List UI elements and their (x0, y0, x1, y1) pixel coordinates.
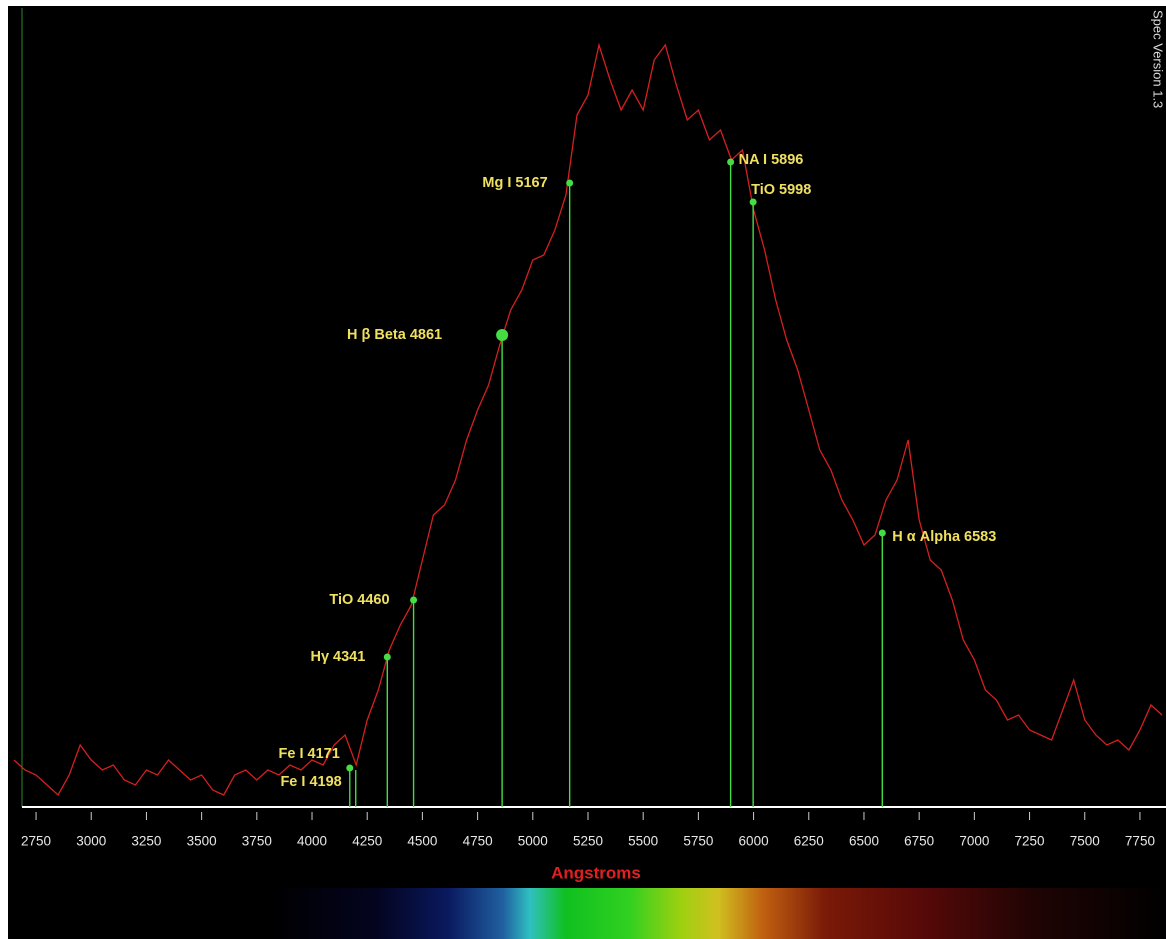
marker-dot (727, 159, 734, 166)
marker-dot (496, 329, 508, 341)
x-tick-label: 6750 (904, 834, 934, 849)
marker-dot (410, 597, 417, 604)
x-tick-label: 2750 (21, 834, 51, 849)
x-tick-label: 3500 (187, 834, 217, 849)
marker-label: NA I 5896 (739, 152, 804, 168)
marker-dot (750, 199, 757, 206)
x-tick-label: 6500 (849, 834, 879, 849)
background (8, 6, 1166, 939)
marker-dot (346, 765, 353, 772)
chart: Angstroms Spec Version 1.3 2750 3000 3250 3… (0, 0, 1166, 939)
page: {"chart_data": { "type": "line", "x_labe… (0, 0, 1166, 939)
x-tick-label: 4250 (352, 834, 382, 849)
marker-dot (384, 654, 391, 661)
x-tick-label: 3250 (131, 834, 161, 849)
x-tick-label: 7750 (1125, 834, 1155, 849)
x-tick-label: 7000 (959, 834, 989, 849)
x-tick-label: 5500 (628, 834, 658, 849)
x-tick-label: 6250 (794, 834, 824, 849)
x-tick-label: 7250 (1015, 834, 1045, 849)
marker-label: TiO 4460 (329, 592, 389, 608)
x-tick-label: 3000 (76, 834, 106, 849)
marker-label: Fe I 4171 (279, 746, 340, 762)
x-tick-label: 4000 (297, 834, 327, 849)
version-text: Spec Version 1.3 (1151, 10, 1166, 108)
x-tick-label: 5000 (518, 834, 548, 849)
marker-label: Mg I 5167 (482, 175, 547, 191)
x-tick-label: 4500 (407, 834, 437, 849)
marker-dot (566, 180, 573, 187)
marker-dot (879, 530, 886, 537)
x-tick-label: 4750 (463, 834, 493, 849)
x-tick-label: 3750 (242, 834, 272, 849)
spectrum-band (270, 888, 1166, 939)
x-axis-title: Angstroms (551, 863, 641, 882)
x-tick-label: 5250 (573, 834, 603, 849)
marker-label: TiO 5998 (751, 182, 811, 198)
marker-label: Fe I 4198 (280, 774, 341, 790)
marker-label: Hγ 4341 (310, 649, 365, 665)
marker-label: H β Beta 4861 (347, 327, 442, 343)
x-tick-label: 7500 (1070, 834, 1100, 849)
marker-label: H α Alpha 6583 (892, 529, 996, 545)
x-tick-label: 5750 (683, 834, 713, 849)
x-tick-label: 6000 (739, 834, 769, 849)
